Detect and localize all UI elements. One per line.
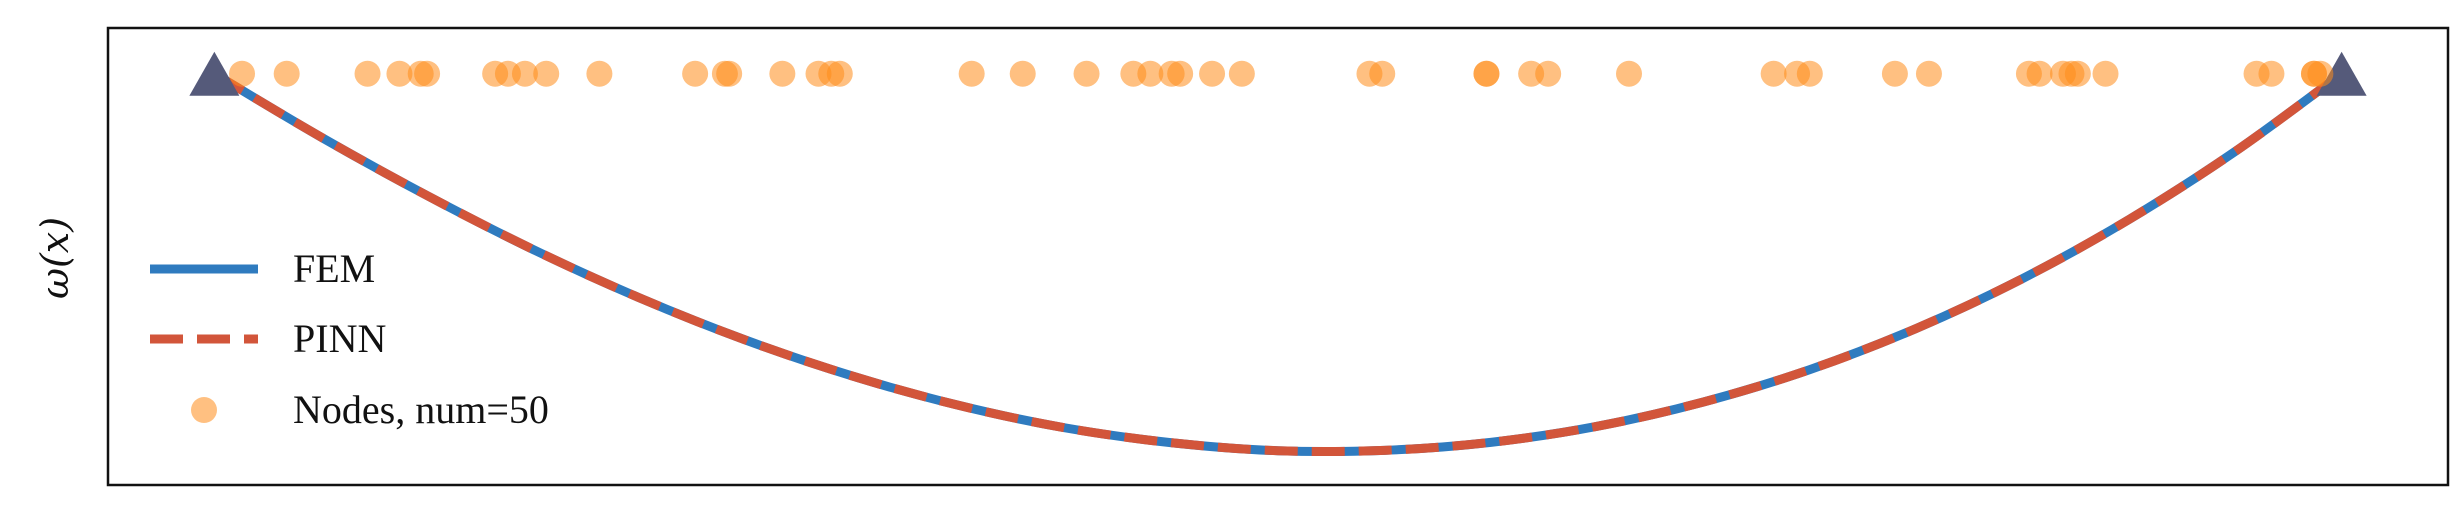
node-point-13 <box>716 60 743 87</box>
legend: FEM PINN Nodes, num=50 <box>150 246 549 432</box>
node-point-2 <box>354 60 381 87</box>
series-pinn-line <box>212 69 2345 457</box>
support-marker-0 <box>189 51 240 96</box>
node-point-49 <box>2307 60 2334 87</box>
legend-fem-label: FEM <box>293 246 375 291</box>
legend-pinn-label: PINN <box>293 316 386 361</box>
support-marker-1 <box>2316 51 2367 96</box>
node-point-26 <box>1228 60 1255 87</box>
y-axis-label: ω(x) <box>33 217 77 299</box>
node-point-33 <box>1616 60 1642 87</box>
node-point-40 <box>2026 60 2053 87</box>
node-point-19 <box>1009 60 1036 87</box>
node-point-37 <box>1881 60 1908 87</box>
node-point-24 <box>1167 60 1194 87</box>
legend-nodes-label: Nodes, num=50 <box>293 387 549 432</box>
node-point-46 <box>2258 60 2285 87</box>
legend-nodes-marker <box>191 397 217 423</box>
node-point-28 <box>1369 60 1396 87</box>
plot-area <box>189 51 2367 457</box>
node-point-44 <box>2092 60 2119 87</box>
node-point-5 <box>414 60 441 87</box>
node-point-10 <box>586 60 613 87</box>
node-point-20 <box>1073 60 1100 87</box>
node-point-17 <box>826 60 853 87</box>
node-point-11 <box>682 60 709 87</box>
node-point-1 <box>273 60 300 87</box>
node-point-34 <box>1760 60 1787 87</box>
node-point-0 <box>229 60 256 87</box>
node-point-25 <box>1199 60 1226 87</box>
plot-frame <box>106 26 2450 487</box>
node-point-30 <box>1473 60 1500 87</box>
node-point-8 <box>511 60 538 87</box>
node-point-38 <box>1915 60 1942 87</box>
node-point-3 <box>386 60 413 87</box>
node-point-36 <box>1796 60 1823 87</box>
node-point-9 <box>533 60 560 87</box>
node-point-22 <box>1137 60 1164 87</box>
node-point-14 <box>769 60 796 87</box>
node-point-32 <box>1535 60 1562 87</box>
node-point-43 <box>2064 60 2091 87</box>
node-point-18 <box>958 60 985 87</box>
